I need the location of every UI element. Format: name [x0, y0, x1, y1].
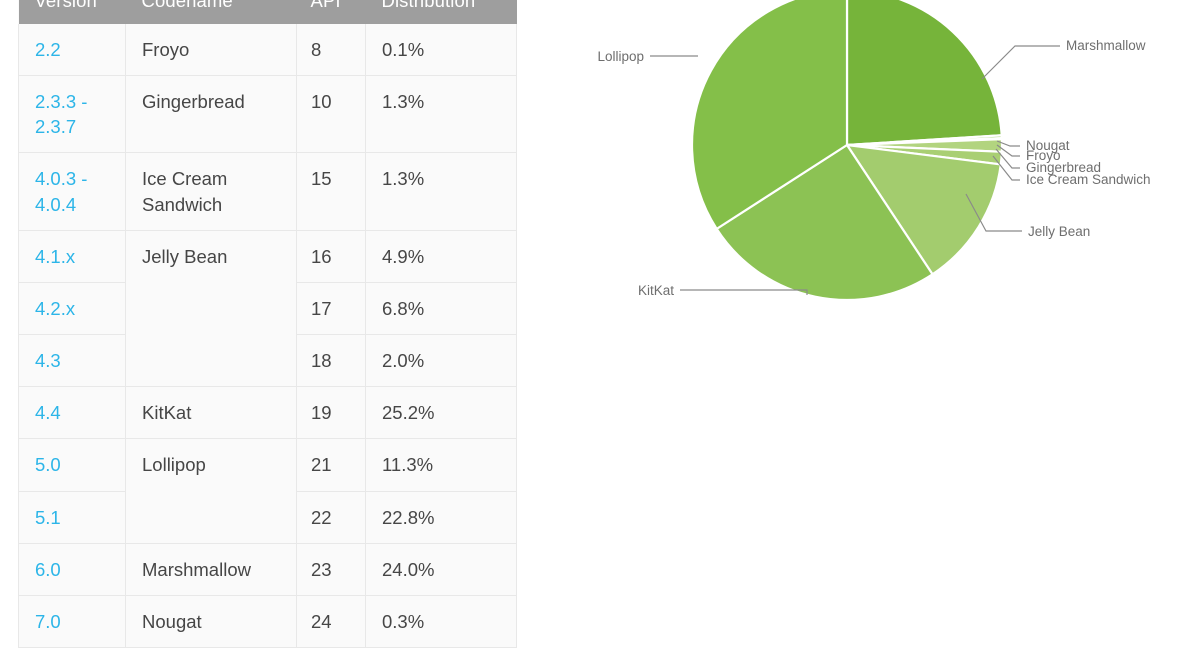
cell-distribution: 1.3%: [365, 152, 517, 231]
pie-label-froyo: Froyo: [1026, 148, 1061, 163]
cell-codename: Lollipop: [125, 438, 297, 544]
cell-version[interactable]: 5.0: [18, 438, 126, 492]
pie-label-jelly-bean: Jelly Bean: [1028, 224, 1090, 239]
pie-label-kitkat: KitKat: [638, 283, 674, 298]
pie-label-lollipop: Lollipop: [597, 49, 644, 64]
pie-slice-kitkat[interactable]: [715, 143, 935, 302]
cell-version[interactable]: 4.1.x: [18, 230, 126, 283]
cell-api: 10: [296, 75, 366, 154]
column-header-api: API: [296, 0, 366, 24]
cell-codename: Gingerbread: [125, 75, 297, 154]
cell-version[interactable]: 4.2.x: [18, 282, 126, 336]
table-row: 5.1 22 22.8%: [18, 491, 517, 544]
column-header-codename: Codename: [125, 0, 297, 24]
cell-codename: Jelly Bean: [125, 230, 297, 388]
cell-distribution: 6.8%: [365, 282, 517, 336]
table-header: Version Codename API Distribution: [18, 0, 517, 24]
pie-label-nougat: Nougat: [1026, 138, 1070, 153]
cell-version[interactable]: 5.1: [18, 491, 126, 544]
cell-distribution: 25.2%: [365, 386, 517, 440]
leader-line-nougat: [996, 140, 1020, 147]
cell-api: 16: [296, 230, 366, 283]
table-row: 2.2 Froyo 8 0.1%: [18, 24, 517, 77]
table-body: 2.2 Froyo 8 0.1% 2.3.3 - 2.3.7 Gingerbread 10 1…: [18, 24, 517, 648]
cell-distribution: 2.0%: [365, 334, 517, 388]
cell-api: 22: [296, 491, 366, 544]
leader-line-froyo: [996, 144, 1020, 157]
pie-label-ice-cream-sandwich: Ice Cream Sandwich: [1026, 172, 1151, 187]
cell-distribution: 24.0%: [365, 543, 517, 596]
pie-slice-lollipop[interactable]: [690, 0, 849, 231]
cell-version[interactable]: 2.2: [18, 24, 126, 77]
table-row: 4.0.3 - 4.0.4 Ice Cream Sandwich 15 1.3%: [18, 152, 517, 231]
pie-slice-group: [690, 0, 1004, 302]
leader-line-ice-cream-sandwich: [992, 155, 1020, 181]
table-row: 4.3 18 2.0%: [18, 334, 517, 388]
cell-distribution: 0.3%: [365, 595, 517, 648]
cell-api: 17: [296, 282, 366, 336]
cell-api: 15: [296, 152, 366, 231]
leader-line-kitkat: [680, 289, 808, 295]
platform-versions-table: Version Codename API Distribution 2.2 Fro…: [18, 0, 517, 648]
cell-api: 18: [296, 334, 366, 388]
cell-distribution: 0.1%: [365, 24, 517, 77]
cell-codename: KitKat: [125, 386, 297, 440]
pie-label-gingerbread: Gingerbread: [1026, 160, 1101, 175]
cell-api: 19: [296, 386, 366, 440]
cell-api: 23: [296, 543, 366, 596]
cell-distribution: 1.3%: [365, 75, 517, 154]
cell-version[interactable]: 7.0: [18, 595, 126, 648]
platform-distribution-pie-chart: Marshmallow Nougat Froyo Gingerbread Ice…: [560, 0, 1200, 360]
cell-codename: Ice Cream Sandwich: [125, 152, 297, 231]
cell-version[interactable]: 2.3.3 - 2.3.7: [18, 75, 126, 154]
cell-version[interactable]: 4.0.3 - 4.0.4: [18, 152, 126, 231]
cell-codename: Nougat: [125, 595, 297, 648]
cell-version[interactable]: 6.0: [18, 543, 126, 596]
cell-distribution: 4.9%: [365, 230, 517, 283]
cell-api: 21: [296, 438, 366, 492]
cell-version[interactable]: 4.4: [18, 386, 126, 440]
pie-label-marshmallow: Marshmallow: [1066, 38, 1146, 53]
table-row: 5.0 Lollipop 21 11.3%: [18, 438, 517, 544]
table-row: 4.4 KitKat 19 25.2%: [18, 386, 517, 440]
cell-distribution: 11.3%: [365, 438, 517, 492]
cell-api: 8: [296, 24, 366, 77]
table-row: 4.2.x 17 6.8%: [18, 282, 517, 336]
cell-api: 24: [296, 595, 366, 648]
cell-distribution: 22.8%: [365, 491, 517, 544]
leader-line-marshmallow: [981, 45, 1060, 80]
cell-codename: Marshmallow: [125, 543, 297, 596]
leader-line-jelly-bean: [965, 193, 1022, 232]
pie-slice-marshmallow[interactable]: [845, 0, 1003, 147]
table-header-row: Version Codename API Distribution: [18, 0, 517, 24]
cell-version[interactable]: 4.3: [18, 334, 126, 388]
table-row: 6.0 Marshmallow 23 24.0%: [18, 543, 517, 596]
leader-line-gingerbread: [995, 148, 1020, 169]
table-row: 4.1.x Jelly Bean 16 4.9%: [18, 230, 517, 388]
table-row: 7.0 Nougat 24 0.3%: [18, 595, 517, 648]
column-header-distribution: Distribution: [365, 0, 517, 24]
pie-slice-jelly-bean[interactable]: [844, 143, 1003, 276]
cell-codename: Froyo: [125, 24, 297, 77]
column-header-version: Version: [18, 0, 126, 24]
table-row: 2.3.3 - 2.3.7 Gingerbread 10 1.3%: [18, 75, 517, 154]
